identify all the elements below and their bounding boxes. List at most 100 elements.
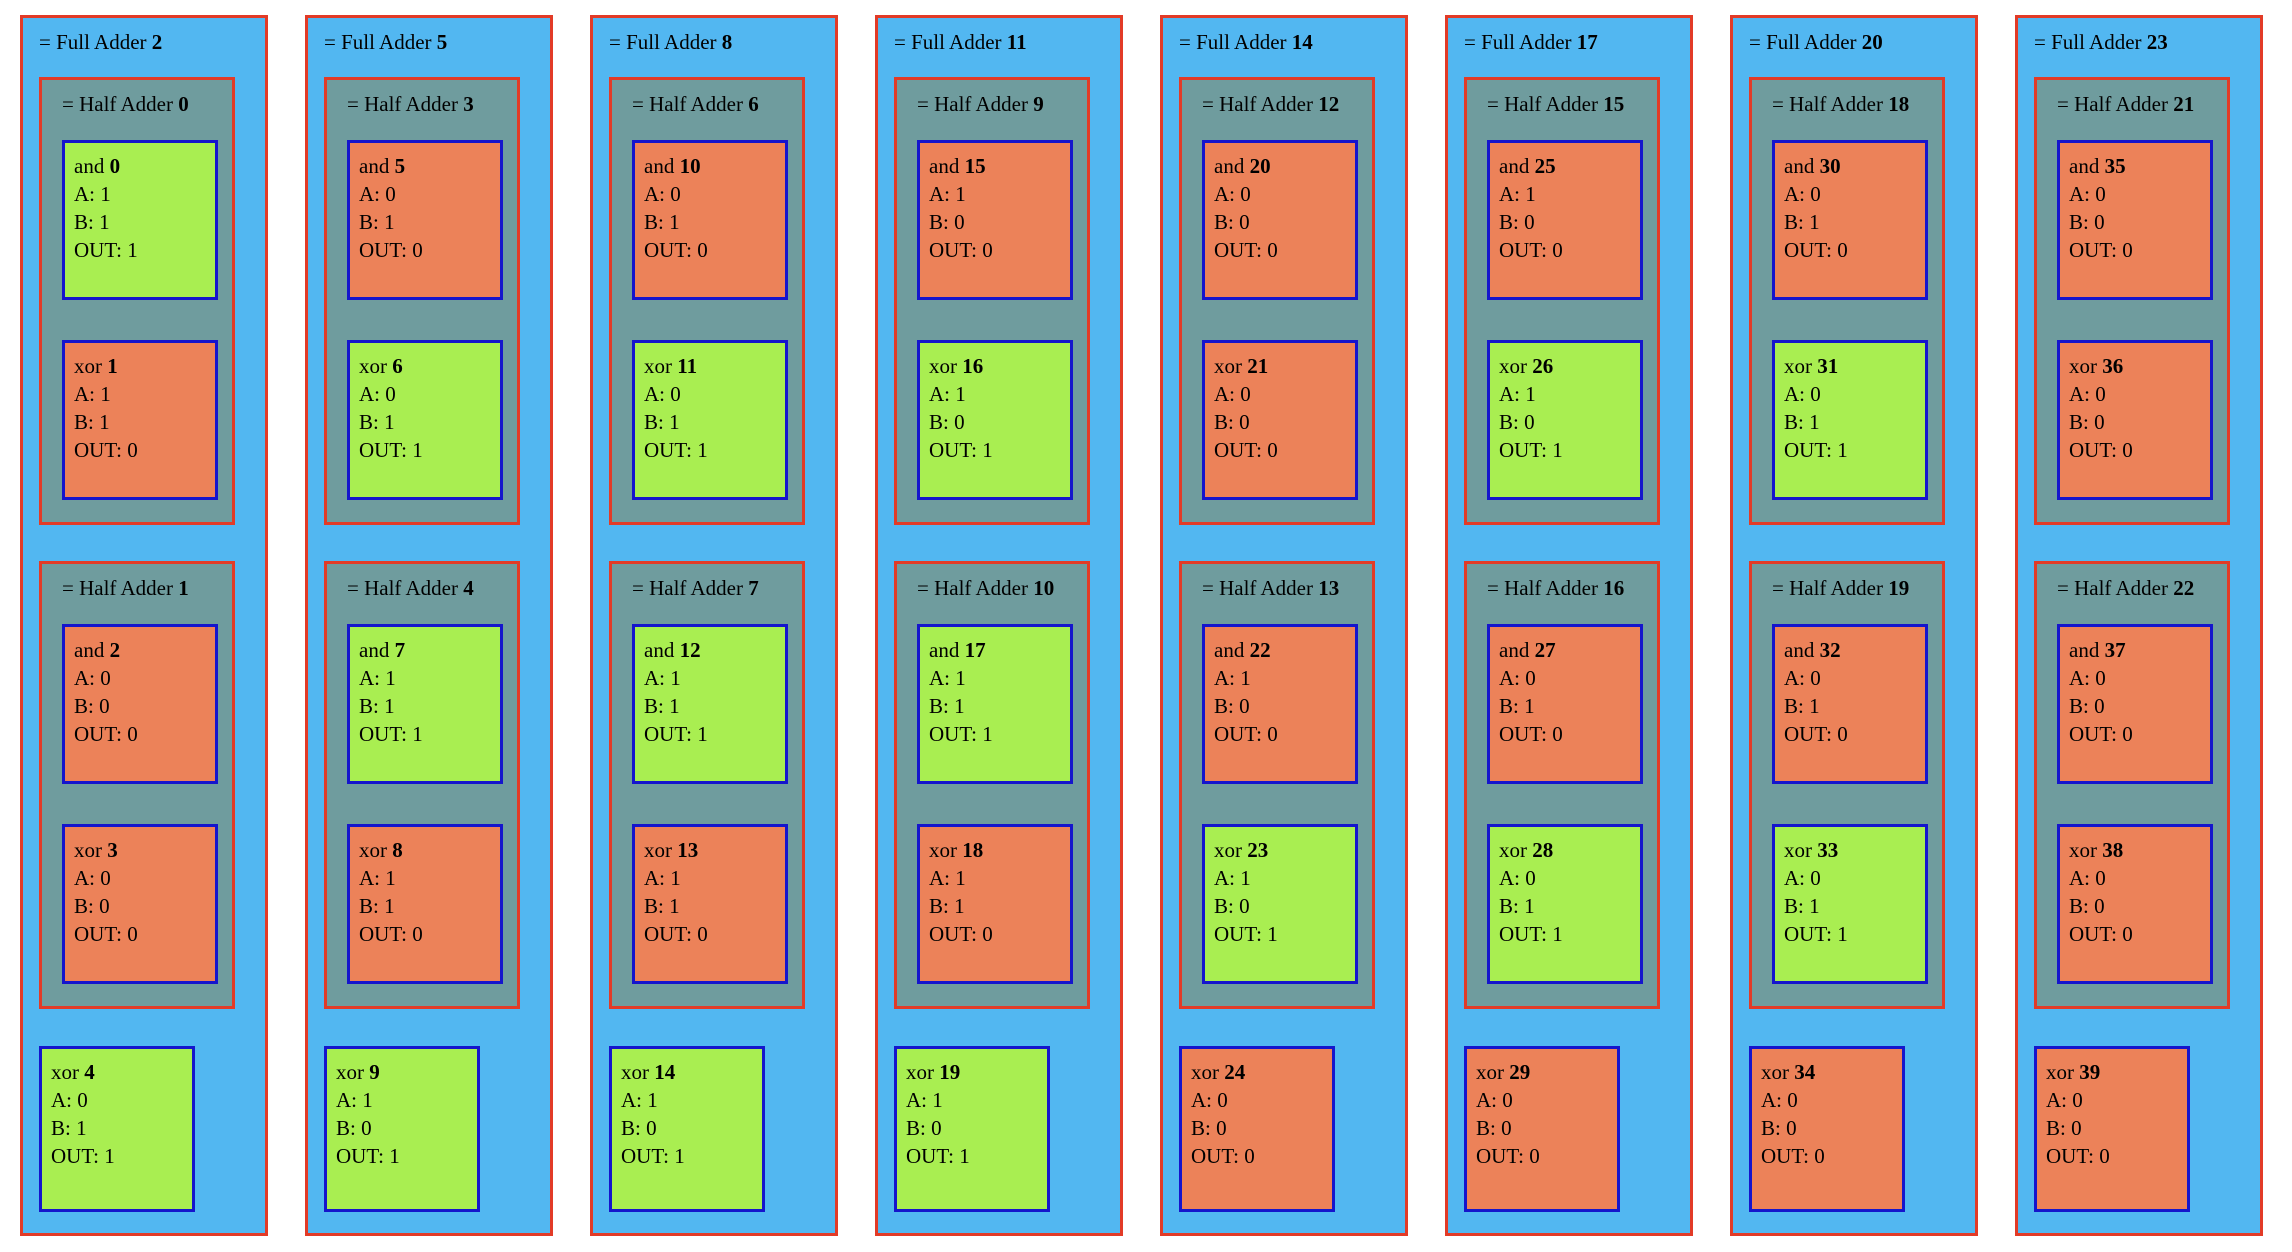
gate-line: A: 1	[929, 182, 966, 206]
gate-line: B: 0	[1214, 894, 1250, 918]
half-adder-label: = Half Adder	[2057, 92, 2168, 116]
gate-line: B: 1	[929, 894, 965, 918]
full-adder-label: = Full Adder	[39, 30, 147, 54]
gate-type: xor	[1761, 1060, 1789, 1084]
gate-type: xor	[644, 354, 672, 378]
gate-id: 3	[107, 838, 118, 862]
gate-line: B: 1	[1784, 410, 1820, 434]
full-adder-id: 5	[436, 30, 448, 54]
gate-type: and	[1214, 638, 1245, 662]
gate-box: xor 29 A: 0 B: 0 OUT: 0	[1464, 1046, 1620, 1212]
half-adder-id: 16	[1603, 576, 1625, 600]
gate-id: 2	[109, 638, 121, 662]
full-adder-label: = Full Adder	[1179, 30, 1287, 54]
half-adder-gates: and 0 A: 1 B: 1 OUT: 1 xor 1 A: 1 B: 1 O…	[62, 140, 232, 500]
gate-line: B: 0	[1191, 1116, 1227, 1140]
gate-line: B: 0	[1499, 210, 1535, 234]
gate-line: A: 1	[336, 1088, 373, 1112]
half-adder-id: 6	[748, 92, 759, 116]
gate-id: 20	[1249, 154, 1271, 178]
gate-box: and 12 A: 1 B: 1 OUT: 1	[632, 624, 788, 784]
gate-id: 12	[679, 638, 701, 662]
gate-title: and 15	[929, 152, 1062, 180]
gate-line: B: 0	[1476, 1116, 1512, 1140]
full-adder-body: = Half Adder 12 and 20 A: 0 B: 0 OUT: 0 …	[1179, 77, 1405, 1212]
gate-type: xor	[1476, 1060, 1504, 1084]
gate-title: xor 16	[929, 352, 1062, 380]
gate-box: xor 18 A: 1 B: 1 OUT: 0	[917, 824, 1073, 984]
gate-line: B: 1	[1499, 694, 1535, 718]
gate-type: and	[2069, 154, 2100, 178]
half-adder-box: = Half Adder 6 and 10 A: 0 B: 1 OUT: 0 x…	[609, 77, 805, 525]
half-adder-box: = Half Adder 21 and 35 A: 0 B: 0 OUT: 0 …	[2034, 77, 2230, 525]
gate-box: and 17 A: 1 B: 1 OUT: 1	[917, 624, 1073, 784]
gate-line: OUT: 1	[1499, 922, 1563, 946]
half-adder-gates: and 32 A: 0 B: 1 OUT: 0 xor 33 A: 0 B: 1…	[1772, 624, 1942, 984]
gate-line: OUT: 1	[359, 438, 423, 462]
gate-line: A: 0	[1214, 382, 1251, 406]
gate-type: and	[1499, 154, 1530, 178]
gate-line: OUT: 1	[1784, 438, 1848, 462]
half-adder-gates: and 35 A: 0 B: 0 OUT: 0 xor 36 A: 0 B: 0…	[2057, 140, 2227, 500]
gate-title: xor 34	[1761, 1058, 1894, 1086]
gate-title: xor 9	[336, 1058, 469, 1086]
gate-line: B: 1	[359, 694, 395, 718]
half-adder-gates: and 30 A: 0 B: 1 OUT: 0 xor 31 A: 0 B: 1…	[1772, 140, 1942, 500]
gate-line: A: 0	[51, 1088, 88, 1112]
gate-type: xor	[1214, 838, 1242, 862]
gate-title: xor 14	[621, 1058, 754, 1086]
gate-box: and 5 A: 0 B: 1 OUT: 0	[347, 140, 503, 300]
gate-line: A: 0	[2069, 666, 2106, 690]
gate-type: xor	[1214, 354, 1242, 378]
gate-id: 29	[1509, 1060, 1531, 1084]
gate-box: xor 21 A: 0 B: 0 OUT: 0	[1202, 340, 1358, 500]
gate-line: OUT: 1	[644, 722, 708, 746]
gate-box: xor 31 A: 0 B: 1 OUT: 1	[1772, 340, 1928, 500]
half-adder-title: = Half Adder 10	[917, 574, 1087, 602]
gate-line: OUT: 0	[644, 238, 708, 262]
full-adder-body: = Half Adder 0 and 0 A: 1 B: 1 OUT: 1 xo…	[39, 77, 265, 1212]
gate-line: B: 0	[1761, 1116, 1797, 1140]
gate-line: B: 0	[906, 1116, 942, 1140]
gate-line: A: 0	[1784, 866, 1821, 890]
half-adder-title: = Half Adder 18	[1772, 90, 1942, 118]
gate-type: xor	[74, 354, 102, 378]
gate-box: xor 1 A: 1 B: 1 OUT: 0	[62, 340, 218, 500]
gate-line: A: 1	[621, 1088, 658, 1112]
gate-line: A: 0	[1499, 866, 1536, 890]
gate-line: OUT: 1	[644, 438, 708, 462]
gate-id: 14	[654, 1060, 676, 1084]
gate-box: xor 33 A: 0 B: 1 OUT: 1	[1772, 824, 1928, 984]
gate-line: B: 1	[644, 694, 680, 718]
gate-id: 11	[677, 354, 698, 378]
half-adder-title: = Half Adder 16	[1487, 574, 1657, 602]
gate-type: and	[1214, 154, 1245, 178]
half-adder-title: = Half Adder 6	[632, 90, 802, 118]
full-adder-id: 14	[1291, 30, 1313, 54]
gate-title: and 17	[929, 636, 1062, 664]
full-adder-id: 8	[721, 30, 733, 54]
gate-id: 25	[1534, 154, 1556, 178]
half-adder-gates: and 5 A: 0 B: 1 OUT: 0 xor 6 A: 0 B: 1 O…	[347, 140, 517, 500]
gate-box: xor 11 A: 0 B: 1 OUT: 1	[632, 340, 788, 500]
gate-id: 21	[1247, 354, 1269, 378]
gate-title: xor 33	[1784, 836, 1917, 864]
gate-type: and	[929, 154, 960, 178]
half-adder-label: = Half Adder	[1202, 92, 1313, 116]
gate-line: OUT: 0	[2069, 922, 2133, 946]
full-adder-label: = Full Adder	[2034, 30, 2142, 54]
half-adder-label: = Half Adder	[347, 92, 458, 116]
half-adder-label: = Half Adder	[347, 576, 458, 600]
half-adder-gates: and 20 A: 0 B: 0 OUT: 0 xor 21 A: 0 B: 0…	[1202, 140, 1372, 500]
gate-line: OUT: 1	[336, 1144, 400, 1168]
gate-id: 27	[1534, 638, 1556, 662]
gate-line: A: 0	[644, 382, 681, 406]
half-adder-title: = Half Adder 22	[2057, 574, 2227, 602]
half-adder-box: = Half Adder 10 and 17 A: 1 B: 1 OUT: 1 …	[894, 561, 1090, 1009]
gate-id: 39	[2079, 1060, 2101, 1084]
gate-title: and 30	[1784, 152, 1917, 180]
gate-box: and 25 A: 1 B: 0 OUT: 0	[1487, 140, 1643, 300]
gate-box: xor 6 A: 0 B: 1 OUT: 1	[347, 340, 503, 500]
half-adder-title: = Half Adder 4	[347, 574, 517, 602]
